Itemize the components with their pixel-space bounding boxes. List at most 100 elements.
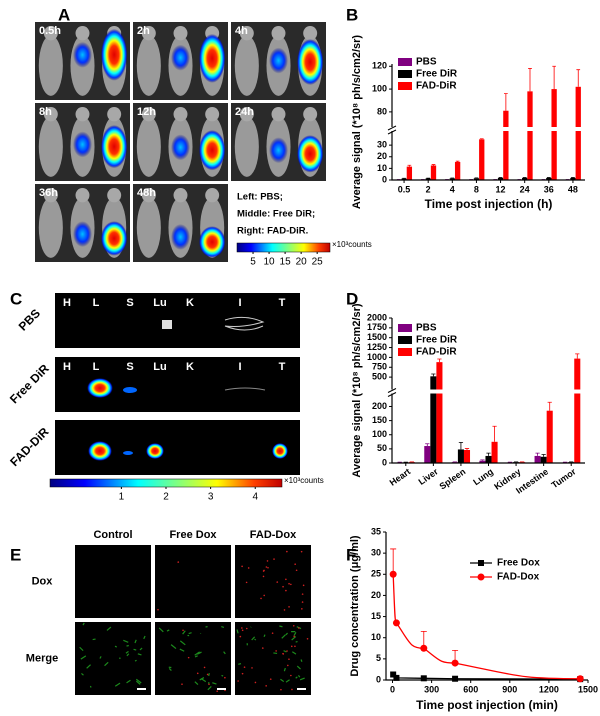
x-tick-label: Spleen [438,466,468,491]
vessel [79,646,84,652]
vessel [300,659,303,662]
dox-signal [196,672,199,675]
y-tick-label: 5 [376,653,381,663]
organ-label: K [186,361,194,373]
row-label: FAD-DiR [7,425,52,470]
legend-swatch [398,348,412,356]
mouse-head [271,26,286,41]
error-bar [480,459,485,461]
axis [385,532,588,681]
dox-signal [288,582,290,585]
mouse-head [205,188,220,203]
dox-signal [285,589,287,592]
vessel [251,636,256,641]
micrograph [235,545,311,618]
x-tick-label: 12 [496,184,506,194]
error-bar [407,164,412,167]
dox-signal [292,624,295,627]
mouse-head [141,26,156,41]
dox-signal [245,581,248,584]
panel-letter: C [10,289,22,308]
column-label: FAD-Dox [250,529,297,541]
micrograph [155,622,231,695]
x-axis-label: Time post injection (min) [416,698,558,712]
dox-signal [241,565,243,568]
x-tick-label: 24 [520,184,530,194]
y-tick-label: 1750 [367,322,387,332]
dox-signal [286,550,288,553]
time-label: 4h [235,25,248,37]
organ [224,387,266,391]
mouse-body [38,197,63,258]
axis [391,318,585,464]
mouse-head [75,188,90,203]
mouse-body [38,116,63,177]
vessel [123,639,129,643]
mouse-head [75,26,90,41]
row-label: Free DiR [7,361,52,406]
organ [123,387,137,393]
legend-marker [478,560,484,566]
x-tick-label: Tumor [550,466,579,490]
bar [546,177,552,180]
legend-swatch [398,70,412,78]
row-label: Merge [26,652,58,664]
dox-signal [294,563,296,566]
bar [522,177,528,180]
marker [390,671,397,678]
panel-letter: F [346,545,356,564]
error-bar [528,68,532,92]
vessel [89,685,92,688]
y-tick-label: 2000 [367,312,387,322]
y-tick-label: 1250 [367,342,387,352]
vessel [135,680,141,685]
x-tick-label: 8 [474,184,479,194]
bar [491,441,498,463]
signal [296,38,324,86]
vessel [223,651,226,655]
organ-label: L [93,297,100,309]
y-tick-label: 200 [372,401,387,411]
bar [430,165,437,180]
mouse-head [239,26,254,41]
dox-signal [290,583,292,586]
dox-signal [247,567,250,569]
dox-signal [203,666,206,669]
organ-label: H [63,361,71,373]
bar [457,449,464,463]
time-label: 48h [137,187,156,199]
mouse-head [75,107,90,122]
vessel [158,627,164,633]
marker [452,675,459,682]
bar [406,166,413,180]
time-label: 12h [137,106,156,118]
dox-signal [295,569,298,572]
organ [87,378,113,398]
bar [436,362,443,463]
vessel [92,638,96,641]
mouse-head [303,26,318,41]
legend-marker [477,573,485,581]
vessel [280,678,285,683]
signal [296,135,324,173]
dox-signal [224,676,226,679]
y-axis-label: Drug concentration (μg/ml) [349,535,361,677]
mouse-head [173,107,188,122]
colorbar [49,478,283,488]
signal [269,47,288,74]
time-label: 2h [137,25,150,37]
marker [451,659,459,667]
error-bar [431,373,436,377]
vessel [134,659,137,662]
y-tick-label: 80 [377,106,387,116]
y-tick-label: 50 [377,443,387,453]
dox-signal [265,566,268,568]
vessel [296,665,301,670]
colorbar-tick-label: 25 [312,257,324,268]
x-tick-label: 0.5 [398,184,411,194]
colorbar-tick-label: 5 [250,257,256,268]
row-label: Dox [32,575,54,587]
dox-signal [269,678,272,680]
marker [389,570,397,578]
signal [100,28,128,81]
